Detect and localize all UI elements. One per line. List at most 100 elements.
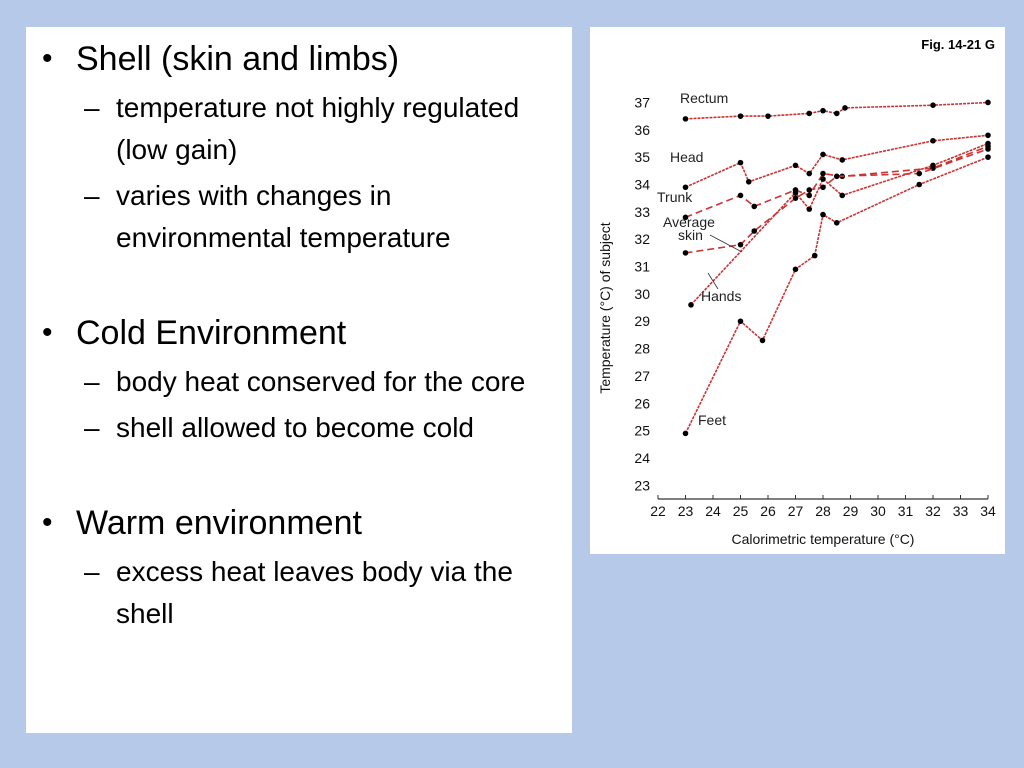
y-tick-label: 36 (634, 122, 650, 138)
data-point (985, 99, 991, 106)
data-point (806, 206, 813, 212)
sub-bullet-list: body heat conserved for the core shell a… (76, 361, 572, 449)
x-tick-label: 27 (788, 503, 804, 519)
series-label: skin (678, 227, 703, 243)
data-point (759, 337, 766, 344)
data-point (737, 318, 744, 325)
series-label: Feet (698, 412, 726, 428)
y-tick-label: 30 (634, 286, 650, 302)
data-point (985, 146, 991, 152)
data-point (916, 181, 923, 188)
y-tick-label: 33 (634, 204, 650, 220)
data-point (820, 184, 826, 191)
data-point (985, 132, 991, 139)
x-tick-label: 23 (678, 503, 694, 519)
data-point (745, 178, 752, 185)
data-point (806, 110, 813, 117)
sub-bullet-list: temperature not highly regulated (low ga… (76, 87, 572, 259)
data-point (930, 102, 936, 109)
series-label: Hands (701, 288, 741, 304)
series-line-trunk (685, 145, 989, 219)
y-tick-label: 24 (634, 450, 650, 466)
y-tick-label: 32 (634, 231, 650, 247)
x-tick-label: 22 (650, 503, 666, 519)
y-tick-label: 31 (634, 259, 650, 275)
data-point (930, 162, 936, 169)
data-point (985, 140, 991, 147)
text-panel: Shell (skin and limbs) temperature not h… (26, 27, 572, 733)
data-point (737, 159, 744, 166)
x-tick-label: 26 (760, 503, 776, 519)
data-point (985, 154, 991, 160)
data-point (792, 189, 799, 196)
data-point (930, 137, 936, 144)
data-point (842, 105, 848, 111)
x-tick-label: 32 (925, 503, 941, 519)
data-point (820, 211, 826, 218)
y-tick-label: 34 (634, 177, 650, 193)
x-tick-label: 30 (870, 503, 886, 519)
data-point (839, 157, 846, 163)
series-line-average-skin (685, 148, 989, 254)
data-point (820, 151, 826, 158)
leader-line-hands (707, 272, 719, 290)
x-tick-label: 34 (980, 503, 996, 519)
bullet-cold-environment: Cold Environment body heat conserved for… (26, 313, 572, 449)
x-axis-title: Calorimetric temperature (°C) (732, 531, 915, 547)
sub-bullet: shell allowed to become cold (72, 407, 572, 449)
data-point (833, 173, 840, 180)
data-point (792, 162, 799, 169)
data-point (737, 192, 744, 199)
series-line-head (685, 134, 989, 188)
series-line-hands (690, 142, 989, 306)
data-point (751, 228, 758, 234)
y-tick-label: 25 (634, 423, 650, 439)
data-point (916, 170, 923, 177)
data-point (833, 110, 840, 117)
data-point (820, 170, 826, 177)
data-point (820, 176, 826, 182)
data-point (682, 116, 689, 122)
bullet-text: Shell (skin and limbs) (76, 40, 400, 78)
bullet-text: Warm environment (76, 504, 362, 542)
data-point (682, 214, 689, 221)
series-label: Trunk (657, 189, 693, 205)
data-point (792, 195, 799, 201)
data-point (682, 250, 689, 256)
data-point (811, 252, 818, 259)
x-tick-label: 25 (733, 503, 749, 519)
bullet-list: Shell (skin and limbs) temperature not h… (26, 39, 572, 635)
sub-bullet: temperature not highly regulated (low ga… (72, 87, 572, 171)
series-label: Average (663, 214, 715, 230)
y-tick-label: 35 (634, 149, 650, 165)
temperature-chart: Fig. 14-21 G22 23 24 25 26 27 28 29 30 31 32 33 3423… (597, 37, 996, 547)
data-point (806, 170, 813, 177)
data-point (792, 266, 799, 273)
figure-label: Fig. 14-21 G (921, 37, 995, 52)
sub-bullet: varies with changes in environmental tem… (72, 175, 572, 259)
sub-bullet: body heat conserved for the core (72, 361, 572, 403)
data-point (737, 113, 744, 119)
sub-bullet-list: excess heat leaves body via the shell (76, 551, 572, 635)
data-point (737, 241, 744, 248)
data-point (839, 192, 846, 199)
y-tick-label: 37 (634, 94, 650, 110)
bullet-shell: Shell (skin and limbs) temperature not h… (26, 39, 572, 259)
data-point (682, 430, 689, 437)
x-tick-label: 29 (843, 503, 859, 519)
series-label: Rectum (680, 90, 728, 106)
data-point (833, 219, 840, 226)
series-label: Head (670, 149, 703, 165)
data-point (806, 192, 813, 199)
y-tick-label: 26 (634, 395, 650, 411)
y-tick-label: 29 (634, 313, 650, 329)
x-tick-label: 28 (815, 503, 831, 519)
data-point (820, 107, 826, 114)
bullet-text: Cold Environment (76, 314, 347, 352)
y-axis-title: Temperature (°C) of subject (597, 222, 613, 393)
data-point (682, 184, 689, 191)
y-tick-label: 27 (634, 368, 650, 384)
x-tick-label: 24 (705, 503, 721, 519)
leader-line-average-skin (709, 234, 743, 253)
sub-bullet: excess heat leaves body via the shell (72, 551, 572, 635)
